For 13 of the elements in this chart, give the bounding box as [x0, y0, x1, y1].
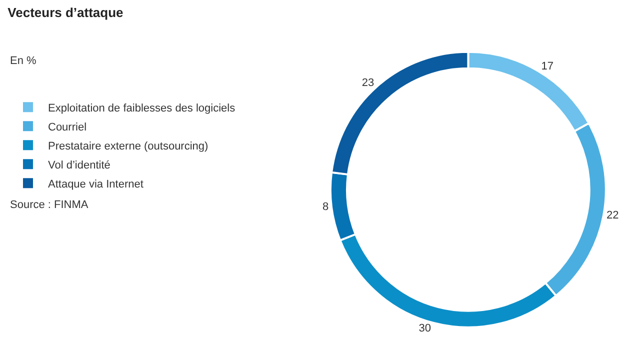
legend-label: Prestataire externe (outsourcing) [48, 140, 208, 152]
legend-label: Vol d’identité [48, 159, 110, 172]
chart-subtitle: En % [10, 55, 37, 67]
source-note: Source : FINMA [10, 199, 89, 211]
data-label: 22 [606, 210, 619, 222]
chart-title: Vecteurs d’attaque [8, 4, 124, 20]
data-label: 17 [541, 60, 554, 73]
legend-label: Courriel [48, 121, 87, 134]
legend-label: Attaque via Internet [48, 178, 144, 190]
legend-label: Exploitation de faiblesses des logiciels [48, 102, 236, 114]
data-label: 30 [418, 322, 431, 335]
data-label: 8 [322, 200, 329, 213]
data-label: 23 [362, 76, 374, 89]
